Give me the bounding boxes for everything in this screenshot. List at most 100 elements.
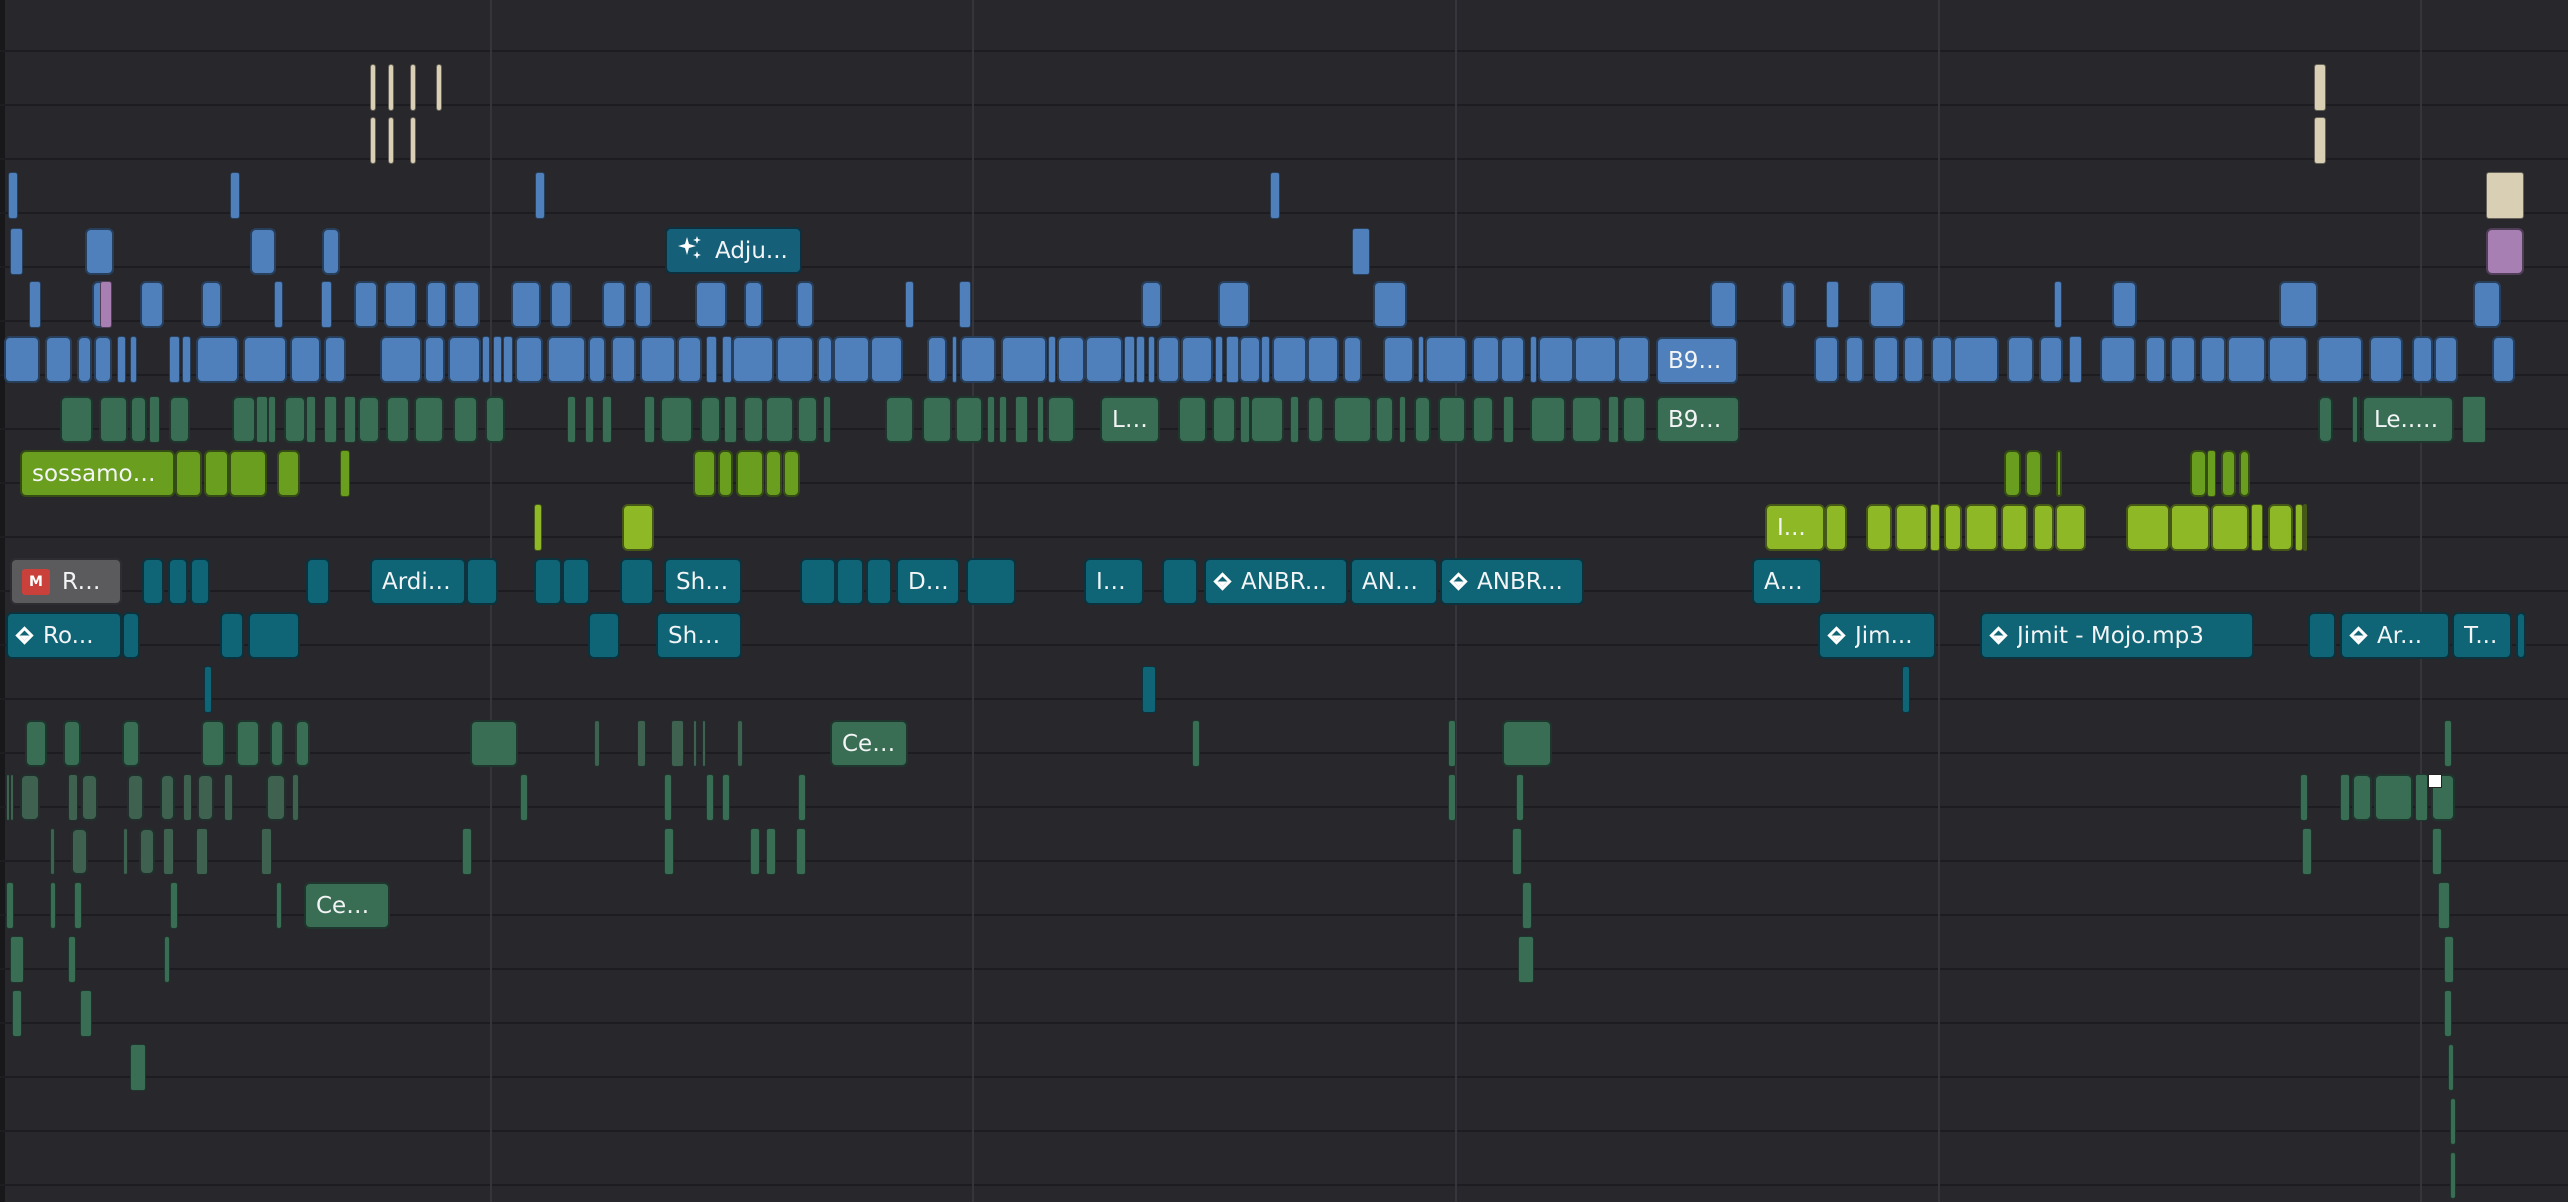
timeline-clip[interactable] <box>2486 228 2524 275</box>
timeline-clip[interactable] <box>1226 336 1239 383</box>
timeline-clip[interactable] <box>190 558 210 605</box>
clip-al[interactable]: AL... <box>1752 558 1822 605</box>
timeline-clip[interactable] <box>1192 720 1200 767</box>
timeline-clip[interactable] <box>1373 281 1407 328</box>
timeline-clip[interactable] <box>123 828 128 875</box>
timeline-clip[interactable] <box>2190 450 2207 497</box>
timeline-clip[interactable] <box>1414 396 1431 443</box>
timeline-clip[interactable] <box>10 228 23 275</box>
timeline-clip[interactable] <box>169 396 190 443</box>
clip-b98-mid[interactable]: B98... <box>1656 396 1740 443</box>
timeline-clip[interactable] <box>797 396 818 443</box>
timeline-clip[interactable] <box>6 774 10 821</box>
timeline-clip[interactable] <box>1931 336 1953 383</box>
timeline-clip[interactable] <box>2486 172 2524 219</box>
timeline-clip[interactable] <box>695 281 727 328</box>
timeline-clip[interactable] <box>1383 336 1414 383</box>
timeline-clip[interactable] <box>306 558 330 605</box>
timeline-clip[interactable] <box>229 450 267 497</box>
timeline-clip[interactable] <box>1781 281 1796 328</box>
timeline-clip[interactable] <box>1622 396 1646 443</box>
timeline-clip[interactable] <box>987 396 995 443</box>
timeline-clip[interactable] <box>1290 396 1299 443</box>
timeline-clip[interactable] <box>1001 336 1047 383</box>
timeline-clip[interactable] <box>959 281 971 328</box>
clip-anbr-1[interactable]: ANBR... <box>1204 558 1348 605</box>
clip-jimit-mojo[interactable]: Jimit - Mojo.mp3 <box>1980 612 2254 659</box>
timeline-clip[interactable] <box>1814 336 1839 383</box>
timeline-clip[interactable] <box>1448 720 1456 767</box>
timeline-clip[interactable] <box>1472 396 1494 443</box>
timeline-clip[interactable] <box>2055 504 2086 551</box>
timeline-clip[interactable] <box>370 117 376 164</box>
timeline-clip[interactable] <box>1503 396 1514 443</box>
timeline-clip[interactable] <box>1710 281 1737 328</box>
timeline-clip[interactable] <box>1965 504 1998 551</box>
timeline-clip[interactable] <box>384 281 417 328</box>
timeline-clip[interactable] <box>1869 281 1905 328</box>
timeline-clip[interactable] <box>2126 504 2170 551</box>
clip-ik[interactable]: Ik... <box>1084 558 1144 605</box>
timeline-clip[interactable] <box>2438 882 2450 929</box>
clip-sossamon[interactable]: sossamon_... <box>20 450 175 497</box>
timeline-clip[interactable] <box>1124 336 1135 383</box>
timeline-clip[interactable] <box>732 336 774 383</box>
timeline-clip[interactable] <box>1538 336 1574 383</box>
timeline-clip[interactable] <box>1141 281 1162 328</box>
timeline-clip[interactable] <box>436 64 442 111</box>
timeline-clip[interactable] <box>292 774 299 821</box>
timeline-clip[interactable] <box>321 281 332 328</box>
timeline-clip[interactable] <box>664 774 672 821</box>
clip-t[interactable]: T... <box>2452 612 2512 659</box>
timeline-clip[interactable] <box>922 396 952 443</box>
timeline-clip[interactable] <box>2317 336 2363 383</box>
timeline-clip[interactable] <box>370 64 376 111</box>
timeline-clip[interactable] <box>960 336 996 383</box>
timeline-clip[interactable] <box>700 396 721 443</box>
timeline-clip[interactable] <box>99 396 128 443</box>
timeline-clip[interactable] <box>122 612 140 659</box>
timeline-clip[interactable] <box>276 882 282 929</box>
clip-ardie[interactable]: Ardie ... <box>370 558 466 605</box>
timeline-clip[interactable] <box>149 396 160 443</box>
timeline-clip[interactable] <box>236 720 260 767</box>
timeline-clip[interactable] <box>952 336 957 383</box>
timeline-clip[interactable] <box>2227 336 2266 383</box>
timeline-clip[interactable] <box>8 172 18 219</box>
timeline-clip[interactable] <box>2100 336 2136 383</box>
timeline-clip[interactable] <box>175 450 202 497</box>
timeline-clip[interactable] <box>12 990 22 1037</box>
timeline-clip[interactable] <box>1399 396 1406 443</box>
timeline-clip[interactable] <box>640 336 676 383</box>
timeline-clip[interactable] <box>448 336 481 383</box>
timeline-clip[interactable] <box>1261 336 1270 383</box>
timeline-clip[interactable] <box>4 336 40 383</box>
timeline-clip[interactable] <box>1215 336 1223 383</box>
timeline-clip[interactable] <box>798 774 806 821</box>
timeline-clip[interactable] <box>388 64 394 111</box>
timeline-clip[interactable] <box>50 882 56 929</box>
timeline-clip[interactable] <box>706 774 714 821</box>
timeline-clip[interactable] <box>274 281 283 328</box>
timeline-clip[interactable] <box>1518 936 1534 983</box>
timeline-clip[interactable] <box>2302 828 2312 875</box>
timeline-clip[interactable] <box>232 396 256 443</box>
timeline-clip[interactable] <box>1212 396 1236 443</box>
timeline-clip[interactable] <box>1953 336 1999 383</box>
timeline-clip[interactable] <box>256 396 268 443</box>
timeline-clip[interactable] <box>1472 336 1500 383</box>
timeline-clip[interactable] <box>1608 396 1619 443</box>
timeline-clip[interactable] <box>2492 336 2515 383</box>
timeline-clip[interactable] <box>482 336 490 383</box>
timeline-clip[interactable] <box>1902 666 1910 713</box>
timeline-clip[interactable] <box>2200 336 2226 383</box>
timeline-clip[interactable] <box>485 396 505 443</box>
timeline-clip[interactable] <box>453 396 478 443</box>
timeline-clip[interactable] <box>503 336 513 383</box>
timeline-clip[interactable] <box>50 828 55 875</box>
timeline-clip[interactable] <box>796 281 814 328</box>
timeline-clip[interactable] <box>197 774 214 821</box>
timeline-clip[interactable] <box>1333 396 1372 443</box>
timeline-clip[interactable] <box>1352 228 1370 275</box>
timeline-clip[interactable] <box>388 117 394 164</box>
